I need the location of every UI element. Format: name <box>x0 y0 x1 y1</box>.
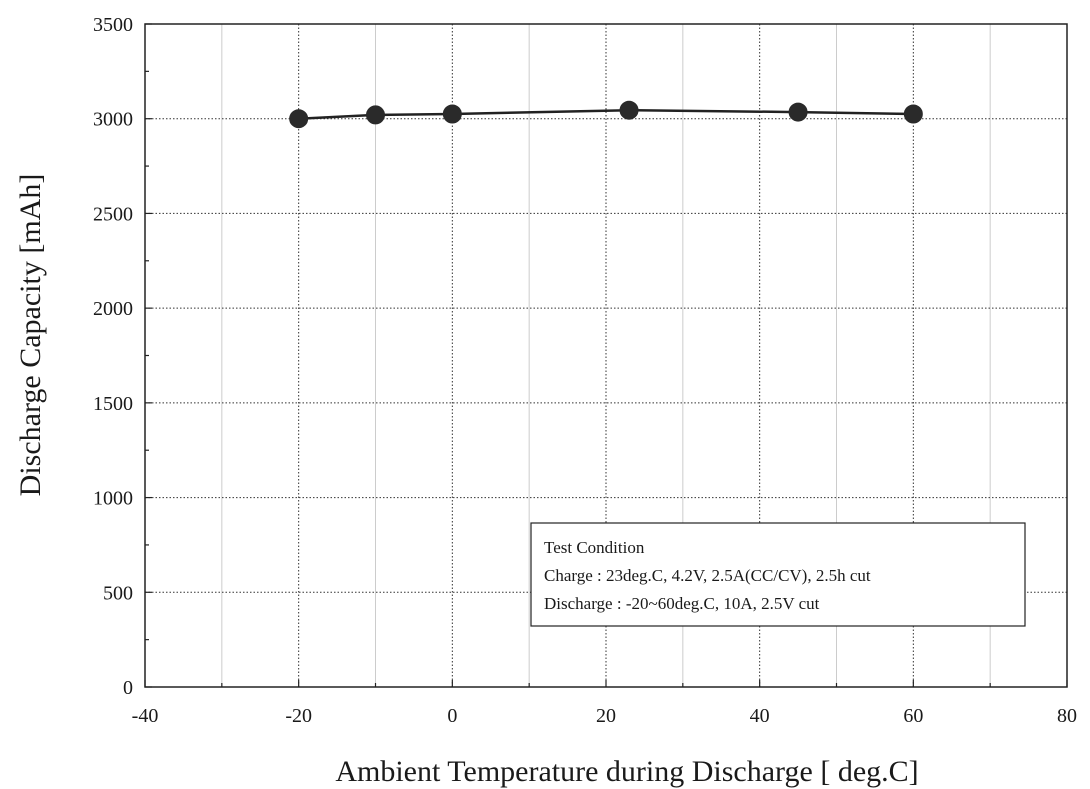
x-tick-label: -40 <box>132 705 159 727</box>
y-tick-label: 2500 <box>93 203 133 225</box>
series-layer <box>289 100 923 129</box>
test-condition-box: Test Condition Charge : 23deg.C, 4.2V, 2… <box>530 522 1026 627</box>
test-condition-title: Test Condition <box>544 538 645 557</box>
x-tick-label: 20 <box>596 705 616 727</box>
data-point <box>442 104 462 124</box>
y-tick-label: 2000 <box>93 298 133 320</box>
x-tick-label: 80 <box>1057 705 1077 727</box>
x-tick-label: 60 <box>903 705 923 727</box>
y-tick-label: 1000 <box>93 488 133 510</box>
data-point <box>366 105 385 125</box>
data-point <box>788 102 808 122</box>
x-tick-label: -20 <box>285 705 312 727</box>
data-point <box>903 104 923 124</box>
y-tick-label: 0 <box>123 677 133 699</box>
y-tick-label: 3000 <box>93 109 133 131</box>
test-condition-discharge: Discharge : -20~60deg.C, 10A, 2.5V cut <box>544 594 820 613</box>
y-tick-label: 500 <box>103 582 133 604</box>
grid-layer <box>145 24 1067 687</box>
x-axis-title: Ambient Temperature during Discharge [ d… <box>335 755 918 788</box>
y-axis-title: Discharge Capacity [mAh] <box>14 174 47 497</box>
series-line <box>298 108 914 120</box>
data-point <box>289 109 309 129</box>
x-tick-label: 0 <box>447 705 457 727</box>
x-tick-label: 40 <box>750 705 770 727</box>
test-condition-frame <box>530 522 1026 627</box>
axes-layer: 0 500 1000 1500 2000 2500 3000 3500 -40 -20 0 20 40 6… <box>93 14 1077 727</box>
y-tick-label: 1500 <box>93 393 133 415</box>
data-point <box>619 100 639 120</box>
test-condition-charge: Charge : 23deg.C, 4.2V, 2.5A(CC/CV), 2.5… <box>544 566 871 585</box>
y-tick-label: 3500 <box>93 14 133 36</box>
